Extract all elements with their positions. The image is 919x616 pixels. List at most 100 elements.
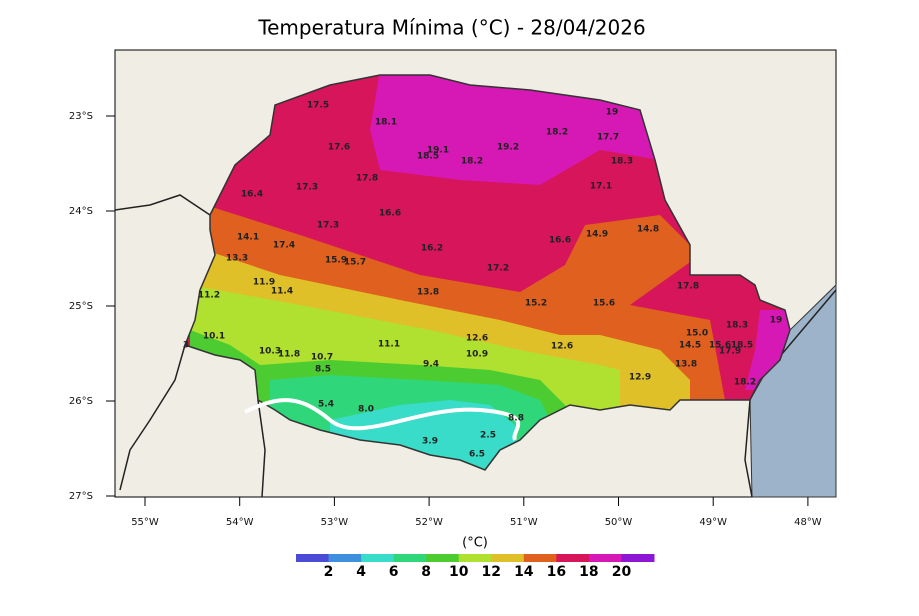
lon-label: 51°W (510, 517, 538, 528)
colorbar-swatch (621, 554, 655, 562)
station-value: 17.1 (590, 182, 612, 192)
colorbar-label: 16 (547, 564, 566, 580)
station-value: 18.2 (734, 378, 756, 388)
station-labels: 17.518.11917.718.217.618.519.118.219.218… (183, 101, 782, 460)
station-value: 13.8 (675, 360, 697, 370)
station-value: 16.6 (379, 209, 401, 219)
lat-label: 25°S (69, 301, 93, 312)
station-value: 19 (606, 108, 619, 118)
station-value: 15.6 (709, 341, 731, 351)
station-value: 14.8 (637, 225, 659, 235)
colorbar-label: 4 (356, 564, 366, 580)
station-value: 17.5 (307, 101, 329, 111)
station-value: 15.9 (325, 256, 347, 266)
station-value: 17.4 (273, 241, 295, 251)
station-value: 17.8 (356, 174, 378, 184)
station-value: 13.3 (226, 254, 248, 264)
lon-label: 48°W (794, 517, 822, 528)
station-value: 18.5 (731, 341, 753, 351)
lon-label: 50°W (605, 517, 633, 528)
station-value: 11.1 (378, 340, 400, 350)
lon-label: 55°W (131, 517, 159, 528)
colorbar-unit: (°C) (462, 536, 488, 551)
state-outline (184, 74, 791, 471)
colorbar-swatch (491, 554, 525, 562)
station-value: 5.4 (318, 400, 334, 410)
station-value: 18.1 (375, 118, 397, 128)
station-value: 15.0 (686, 329, 708, 339)
station-value: 14.5 (679, 341, 701, 351)
station-value: 18.2 (461, 157, 483, 167)
station-value: 10.7 (311, 353, 333, 363)
station-value: 8.5 (315, 365, 331, 375)
colorbar-label: 2 (324, 564, 334, 580)
colorbar-swatch (556, 554, 590, 562)
station-value: 19.1 (427, 146, 449, 156)
colorbar-label: 14 (514, 564, 534, 580)
colorbar-swatch (523, 554, 557, 562)
station-value: 3.9 (422, 437, 438, 447)
station-value: 17.3 (317, 221, 339, 231)
station-value: 14.1 (237, 233, 259, 243)
colorbar-swatch (361, 554, 395, 562)
colorbar-label: 12 (482, 564, 501, 580)
station-value: 16.6 (549, 236, 571, 246)
station-value: 17.8 (677, 282, 699, 292)
colorbar-swatch (296, 554, 330, 562)
station-value: 14.9 (586, 230, 608, 240)
station-value: 15.7 (344, 258, 366, 268)
lon-label: 54°W (226, 517, 254, 528)
station-value: 17.3 (296, 183, 318, 193)
colorbar-label: 18 (579, 564, 598, 580)
station-value: 10.1 (203, 332, 225, 342)
station-value: 18.5 (417, 152, 439, 162)
lat-label: 23°S (69, 111, 93, 122)
station-value: 10.3 (259, 347, 281, 357)
station-value: 18.3 (726, 321, 748, 331)
station-value: 17.6 (328, 143, 350, 153)
colorbar-label: 10 (449, 564, 469, 580)
station-value: 6.5 (469, 450, 485, 460)
station-value: 15.2 (525, 299, 547, 309)
station-value: 11.4 (271, 287, 293, 297)
station-value: 12.6 (551, 342, 573, 352)
colorbar: (°C) 2 4 6 8 10 12 14 16 18 20 (296, 536, 655, 580)
colorbar-swatch (393, 554, 427, 562)
axes: 23°S 24°S 25°S 26°S 27°S 55°W 54°W 53°W 52°W 51°W… (69, 111, 822, 528)
colorbar-label: 8 (421, 564, 431, 580)
lat-label: 24°S (69, 206, 93, 217)
station-value: 11.9 (253, 278, 275, 288)
frontal-line (244, 398, 521, 441)
station-value: 16.2 (421, 244, 443, 254)
borders (114, 194, 837, 498)
colorbar-swatch (426, 554, 460, 562)
station-value: 17.9 (719, 347, 741, 357)
lat-label: 26°S (69, 396, 93, 407)
lon-label: 52°W (415, 517, 443, 528)
station-value: 11.8 (278, 350, 300, 360)
colorbar-swatch (458, 554, 492, 562)
station-value: 17.7 (597, 133, 619, 143)
station-value: 9.4 (423, 360, 439, 370)
colorbar-swatch (588, 554, 622, 562)
colorbar-label: 6 (389, 564, 399, 580)
station-value: 8.8 (508, 414, 524, 424)
lon-label: 49°W (699, 517, 727, 528)
station-value: 12.6 (466, 334, 488, 344)
colorbar-swatch (328, 554, 362, 562)
colorbar-label: 20 (612, 564, 632, 580)
title: Temperatura Mínima (°C) - 28/04/2026 (257, 16, 645, 40)
station-value: 10.9 (466, 350, 488, 360)
station-value: 18.2 (546, 128, 568, 138)
station-value: 2.5 (480, 431, 496, 441)
station-value: 19.2 (497, 143, 519, 153)
lat-label: 27°S (69, 491, 93, 502)
station-value: 15.6 (593, 299, 615, 309)
station-value: 8.0 (358, 405, 374, 415)
station-value: 3 (183, 341, 189, 351)
station-value: 12.9 (629, 373, 651, 383)
station-value: 18.3 (611, 157, 633, 167)
station-value: 11.2 (198, 291, 220, 301)
station-value: 13.8 (417, 288, 439, 298)
